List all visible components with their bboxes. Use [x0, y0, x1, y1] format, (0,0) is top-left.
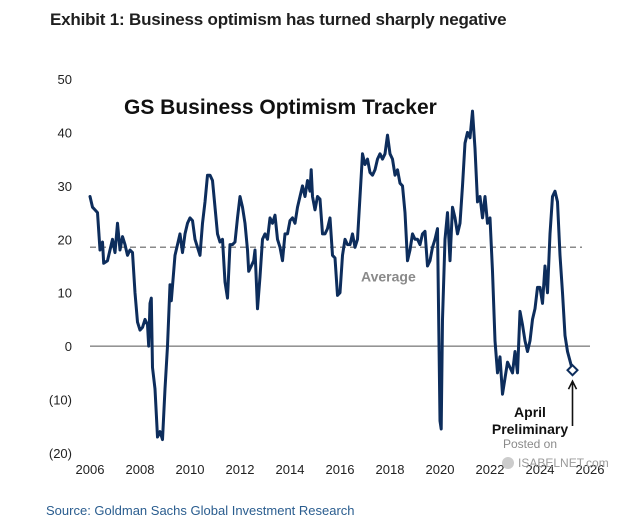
y-tick-label: (20): [49, 446, 72, 461]
watermark-posted-on: Posted on: [503, 437, 557, 451]
chart-title: GS Business Optimism Tracker: [124, 96, 437, 119]
y-tick-label: 30: [58, 179, 72, 194]
x-tick-label: 2008: [126, 462, 155, 477]
series-line-gs-business-optimism: [88, 109, 574, 442]
exhibit-title: Exhibit 1: Business optimism has turned …: [50, 10, 507, 29]
y-tick-label: 0: [65, 339, 72, 354]
y-tick-label: (10): [49, 393, 72, 408]
x-tick-label: 2010: [176, 462, 205, 477]
annotation-april: April: [514, 404, 546, 420]
watermark-logo-icon: [502, 457, 514, 469]
annotation-arrow: [567, 379, 578, 426]
y-tick-label: 20: [58, 232, 72, 247]
x-tick-label: 2006: [76, 462, 105, 477]
latest-point-marker: [566, 363, 579, 377]
watermark-site: ISABELNET.com: [518, 456, 609, 470]
y-tick-label: 50: [58, 72, 72, 87]
watermark: ISABELNET.com: [502, 456, 609, 470]
x-tick-label: 2022: [476, 462, 505, 477]
y-tick-label: 10: [58, 286, 72, 301]
x-tick-label: 2012: [226, 462, 255, 477]
average-label: Average: [361, 268, 416, 284]
x-axis: 2006 2008 2010 2012 2014 2016 2018 2020 2022 2024…: [76, 462, 605, 477]
x-tick-label: 2014: [276, 462, 305, 477]
annotation-preliminary: Preliminary: [492, 421, 568, 437]
x-tick-label: 2024: [526, 462, 555, 477]
source-note: Source: Goldman Sachs Global Investment …: [46, 503, 355, 518]
y-axis: 50 40 30 20 10 0 (10) (20): [49, 72, 72, 461]
x-tick-label: 2026: [576, 462, 605, 477]
x-tick-label: 2020: [426, 462, 455, 477]
y-tick-label: 40: [58, 125, 72, 140]
x-tick-label: 2018: [376, 462, 405, 477]
x-tick-label: 2016: [326, 462, 355, 477]
